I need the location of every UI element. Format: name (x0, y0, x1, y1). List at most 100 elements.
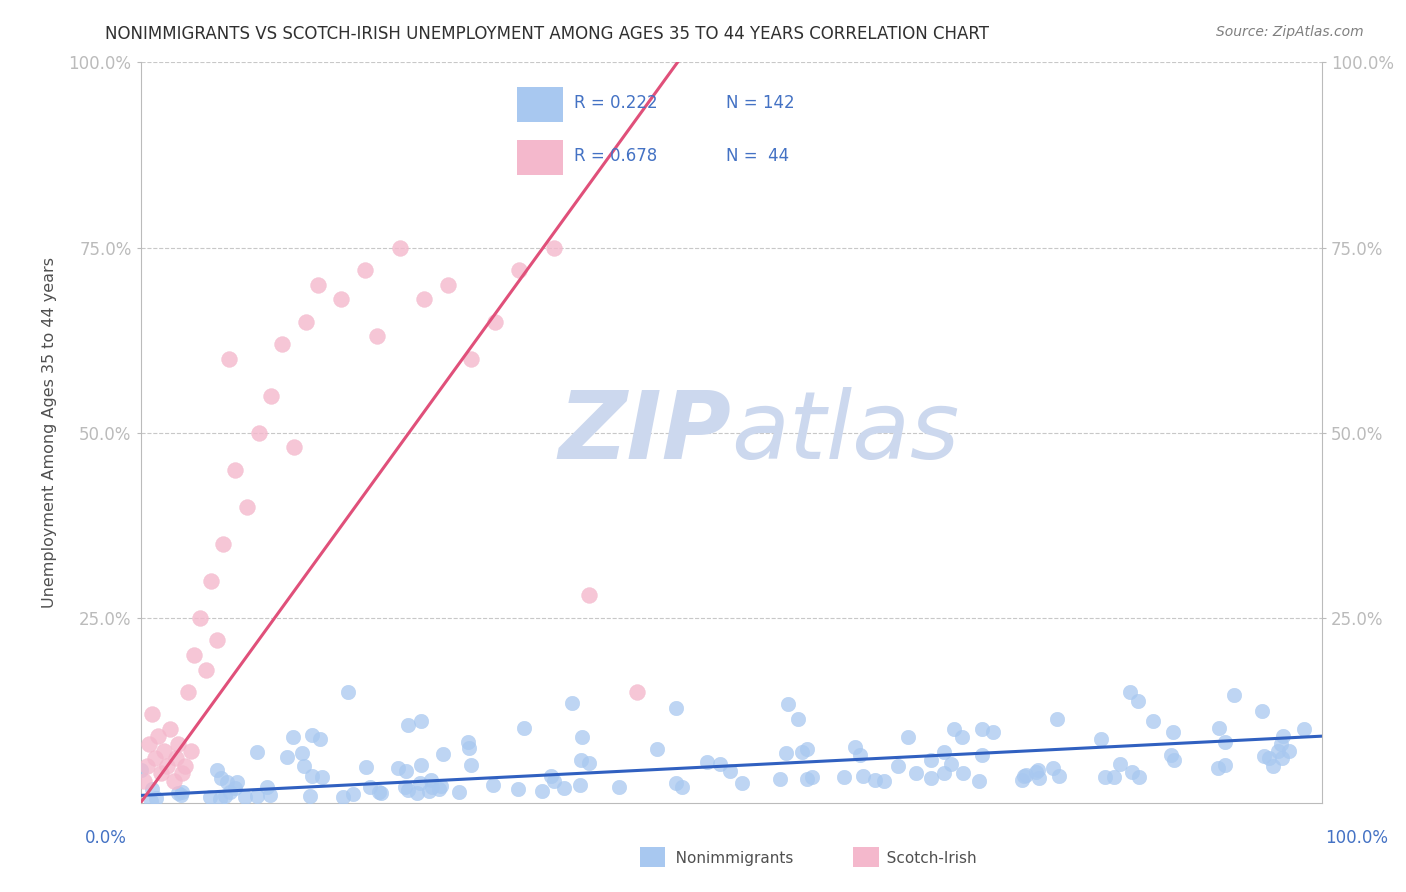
Point (214, 789, 236, 803)
Point (1126, 694, 1149, 708)
Point (1142, 714, 1164, 728)
Point (224, 781, 246, 796)
Point (354, 262, 377, 277)
Point (645, 742, 668, 756)
Point (1271, 751, 1294, 765)
Point (665, 776, 688, 790)
Point (135, 758, 157, 772)
Point (395, 764, 418, 779)
Point (209, 771, 232, 785)
Point (298, 789, 321, 803)
Point (311, 770, 333, 784)
Point (484, 314, 506, 328)
Point (1121, 764, 1143, 779)
Point (553, 780, 575, 795)
Point (141, 706, 163, 721)
Point (508, 262, 530, 277)
Point (569, 778, 592, 792)
Point (543, 773, 565, 788)
Y-axis label: Unemployment Among Ages 35 to 44 years: Unemployment Among Ages 35 to 44 years (42, 257, 58, 608)
Point (578, 756, 600, 770)
Point (207, 763, 229, 777)
Point (1267, 744, 1289, 758)
Point (718, 764, 741, 778)
Point (276, 750, 298, 764)
Point (607, 780, 630, 794)
Point (396, 783, 419, 797)
Point (482, 778, 505, 792)
Point (1025, 764, 1047, 779)
Point (531, 784, 554, 798)
Point (671, 780, 693, 794)
Point (540, 769, 562, 783)
Point (1208, 721, 1230, 735)
Point (141, 782, 163, 797)
Point (787, 712, 810, 726)
Point (183, 648, 205, 662)
Text: NONIMMIGRANTS VS SCOTCH-IRISH UNEMPLOYMENT AMONG AGES 35 TO 44 YEARS CORRELATION: NONIMMIGRANTS VS SCOTCH-IRISH UNEMPLOYME… (105, 25, 990, 43)
Point (1090, 732, 1112, 747)
Point (543, 240, 565, 255)
Point (387, 761, 409, 775)
Point (405, 786, 427, 800)
Point (159, 722, 181, 736)
Point (460, 757, 482, 772)
Point (332, 790, 354, 805)
Point (970, 722, 993, 736)
Point (271, 336, 294, 351)
Point (330, 293, 353, 307)
Point (212, 536, 235, 550)
Point (367, 785, 389, 799)
Point (430, 779, 453, 793)
Point (418, 784, 440, 798)
Point (411, 714, 433, 728)
Point (506, 781, 529, 796)
Point (447, 785, 470, 799)
Point (219, 785, 242, 799)
Point (283, 441, 305, 455)
Point (167, 737, 190, 751)
Point (389, 240, 412, 255)
Point (149, 766, 172, 780)
Point (370, 786, 392, 800)
Point (292, 759, 315, 773)
Point (1271, 729, 1294, 743)
Point (792, 745, 814, 759)
Point (796, 741, 818, 756)
Point (1109, 756, 1132, 771)
Point (1223, 688, 1246, 702)
Point (1258, 751, 1281, 765)
Point (571, 730, 593, 744)
Point (920, 771, 942, 785)
Point (844, 740, 866, 755)
Point (904, 766, 927, 780)
Point (769, 772, 792, 787)
Point (1206, 761, 1229, 775)
Point (775, 746, 797, 760)
Point (1094, 770, 1116, 784)
Point (920, 752, 942, 766)
Point (295, 314, 318, 328)
Point (301, 728, 323, 742)
Point (873, 774, 896, 789)
Point (413, 293, 436, 307)
Point (246, 745, 269, 759)
Point (970, 747, 993, 762)
Point (1160, 748, 1182, 763)
Point (1026, 764, 1049, 778)
Point (226, 775, 249, 789)
Point (170, 785, 193, 799)
Point (460, 351, 482, 366)
Point (561, 696, 583, 710)
Point (143, 751, 166, 765)
Point (1011, 773, 1033, 788)
Point (180, 744, 202, 758)
Point (569, 752, 592, 766)
Point (1128, 770, 1150, 784)
Point (832, 770, 855, 784)
Point (281, 730, 304, 744)
Text: ZIP: ZIP (558, 386, 731, 479)
Point (731, 776, 754, 790)
Point (354, 759, 377, 773)
Point (194, 663, 217, 677)
